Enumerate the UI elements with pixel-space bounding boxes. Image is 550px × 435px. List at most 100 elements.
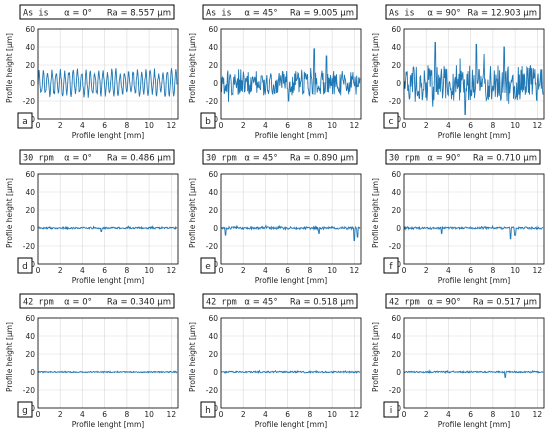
- panel-letter-box: [17, 401, 33, 418]
- x-tick-label: 2: [241, 410, 246, 419]
- x-tick-label: 6: [468, 266, 473, 275]
- x-tick-label: 12: [167, 410, 177, 419]
- y-tick-label: 20: [208, 350, 218, 359]
- x-tick-label: 12: [533, 410, 543, 419]
- y-tick-label: 40: [25, 43, 35, 52]
- y-axis-label: Profile height [μm]: [371, 33, 380, 103]
- header-ra: Ra = 12.903 μm: [467, 9, 537, 19]
- panel-header-box: [202, 293, 358, 309]
- header-ra: Ra = 0.517 μm: [473, 298, 537, 308]
- x-tick-label: 4: [80, 266, 85, 275]
- profile-series-line: [403, 42, 544, 115]
- x-tick-label: 12: [350, 410, 360, 419]
- profile-series-line: [37, 68, 178, 98]
- y-axis-label: Profile height [μm]: [371, 178, 380, 248]
- profile-series-line: [403, 224, 544, 240]
- x-tick-label: 4: [446, 410, 451, 419]
- x-tick-label: 6: [468, 121, 473, 130]
- x-tick-label: 10: [144, 121, 154, 130]
- axes-frame: [220, 317, 362, 409]
- panel-header-box: [385, 4, 541, 20]
- axes-frame: [403, 173, 545, 265]
- x-tick-label: 4: [263, 266, 268, 275]
- panel-letter-box: [383, 257, 399, 274]
- x-tick-label: 0: [36, 121, 41, 130]
- panel-letter: g: [22, 406, 28, 416]
- x-tick-label: 4: [446, 266, 451, 275]
- axes-frame: [403, 28, 545, 120]
- x-tick-label: 10: [144, 410, 154, 419]
- x-tick-label: 12: [167, 121, 177, 130]
- y-tick-label: 0: [213, 224, 218, 233]
- x-tick-label: 0: [36, 410, 41, 419]
- x-tick-label: 0: [402, 410, 407, 419]
- x-tick-label: 0: [402, 266, 407, 275]
- y-tick-label: -20: [389, 97, 401, 106]
- y-tick-label: 0: [396, 368, 401, 377]
- x-axis-label: Profile lenght [mm]: [255, 131, 328, 140]
- header-ra: Ra = 0.340 μm: [107, 298, 171, 308]
- x-tick-label: 8: [124, 121, 129, 130]
- header-angle: α = 45°: [244, 9, 277, 19]
- x-tick-label: 10: [510, 410, 520, 419]
- y-tick-label: 40: [391, 188, 401, 197]
- x-tick-label: 0: [219, 121, 224, 130]
- x-tick-label: 6: [102, 121, 107, 130]
- y-tick-label: -20: [389, 386, 401, 395]
- panel-header-box: [19, 149, 175, 165]
- x-tick-label: 10: [327, 410, 337, 419]
- y-tick-label: 20: [391, 61, 401, 70]
- x-axis-label: Profile lenght [mm]: [438, 420, 511, 429]
- panel-letter: f: [389, 262, 393, 272]
- x-tick-label: 8: [307, 121, 312, 130]
- header-condition: As is: [23, 9, 49, 19]
- x-axis-label: Profile lenght [mm]: [72, 276, 145, 285]
- x-tick-label: 8: [490, 121, 495, 130]
- y-tick-label: 20: [208, 61, 218, 70]
- y-axis-label: Profile height [μm]: [371, 322, 380, 392]
- x-tick-label: 8: [124, 266, 129, 275]
- y-tick-label: -20: [23, 386, 35, 395]
- x-tick-label: 10: [327, 121, 337, 130]
- y-tick-label: 60: [391, 25, 401, 34]
- panel-letter-box: [17, 257, 33, 274]
- header-angle: α = 90°: [427, 154, 460, 164]
- x-tick-label: 10: [510, 121, 520, 130]
- x-axis-label: Profile lenght [mm]: [255, 420, 328, 429]
- panel-header-box: [202, 149, 358, 165]
- profile-series-line: [220, 48, 361, 102]
- y-tick-label: 0: [396, 224, 401, 233]
- panel-header-box: [385, 293, 541, 309]
- x-tick-label: 8: [490, 410, 495, 419]
- header-angle: α = 0°: [64, 9, 92, 19]
- y-tick-label: 0: [396, 79, 401, 88]
- y-tick-label: 20: [25, 206, 35, 215]
- header-condition: 30 rpm: [206, 154, 237, 164]
- y-tick-label: 60: [208, 25, 218, 34]
- profile-series-line: [37, 370, 178, 374]
- x-tick-label: 0: [219, 410, 224, 419]
- y-tick-label: 40: [25, 332, 35, 341]
- x-tick-label: 2: [58, 266, 63, 275]
- panel-a: As isα = 0°Ra = 8.557 μm-40-200204060024…: [5, 4, 179, 140]
- header-condition: 42 rpm: [389, 298, 420, 308]
- y-tick-label: 40: [391, 43, 401, 52]
- y-tick-label: -20: [23, 97, 35, 106]
- panel-header-box: [385, 149, 541, 165]
- header-angle: α = 90°: [427, 298, 460, 308]
- header-angle: α = 90°: [427, 9, 460, 19]
- x-tick-label: 10: [144, 266, 154, 275]
- y-axis-label: Profile height [μm]: [5, 33, 14, 103]
- x-tick-label: 2: [424, 121, 429, 130]
- axes-frame: [37, 317, 179, 409]
- panel-letter-box: [200, 257, 216, 274]
- header-ra: Ra = 0.486 μm: [107, 154, 171, 164]
- profile-series-line: [220, 369, 361, 374]
- panel-letter: h: [205, 406, 211, 416]
- axes-frame: [220, 28, 362, 120]
- profile-series-line: [37, 225, 178, 233]
